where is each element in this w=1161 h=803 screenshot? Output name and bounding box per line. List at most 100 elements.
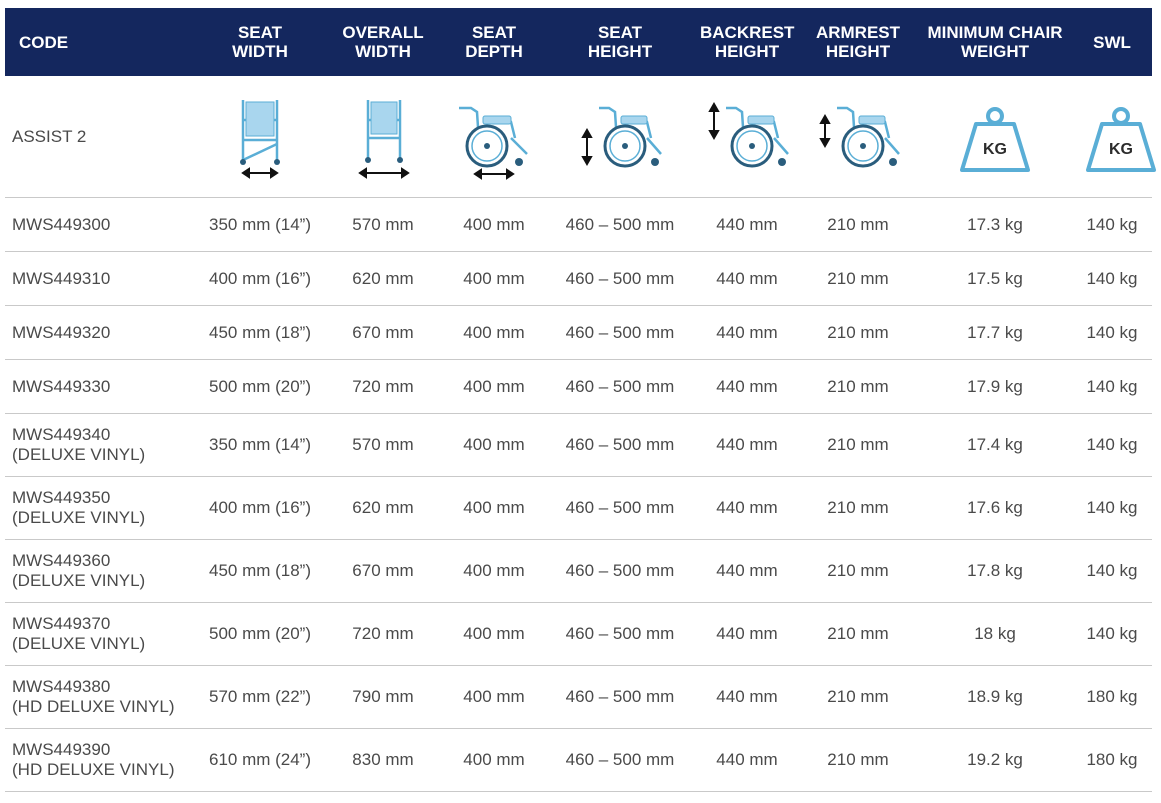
minimum-chair-weight-cell: 17.5 kg [918, 251, 1072, 306]
backrest-height-cell: 440 mm [696, 602, 798, 666]
overall-width-cell: 670 mm [322, 305, 444, 360]
swl-cell: 140 kg [1072, 305, 1152, 360]
backrest-height-cell: 440 mm [696, 197, 798, 252]
seat-width-cell: 610 mm (24”) [198, 728, 322, 792]
product-code: MWS449360 [12, 551, 111, 570]
header-backrest-height: BACKREST HEIGHT [696, 8, 798, 76]
swl-cell: 180 kg [1072, 665, 1152, 729]
seat-height-diagram-icon [575, 92, 665, 182]
kg-label: KG [983, 141, 1007, 158]
kg-label: KG [1109, 141, 1133, 158]
swl-cell: 140 kg [1072, 413, 1152, 477]
product-code-cell: MWS449370 (DELUXE VINYL) [5, 602, 198, 666]
product-code-cell: MWS449340 (DELUXE VINYL) [5, 413, 198, 477]
overall-width-cell: 620 mm [322, 476, 444, 540]
seat-height-cell: 460 – 500 mm [544, 197, 696, 252]
product-code-cell: MWS449320 [5, 305, 198, 360]
swl-cell: 180 kg [1072, 728, 1152, 792]
product-code: MWS449310 [12, 268, 111, 288]
product-code-cell: MWS449310 [5, 251, 198, 306]
table-row: MWS449340 (DELUXE VINYL) 350 mm (14”) 570 m… [5, 413, 1152, 477]
product-code: MWS449320 [12, 322, 111, 342]
armrest-height-diagram-icon [813, 92, 903, 182]
product-code-cell: MWS449390 (HD DELUXE VINYL) [5, 728, 198, 792]
swl-cell: 140 kg [1072, 197, 1152, 252]
minimum-chair-weight-cell: 17.7 kg [918, 305, 1072, 360]
seat-width-cell: 350 mm (14”) [198, 413, 322, 477]
minimum-chair-weight-cell: 17.6 kg [918, 476, 1072, 540]
icon-row: ASSIST 2 [5, 76, 1156, 198]
product-variant: (DELUXE VINYL) [12, 508, 146, 527]
swl-cell: 140 kg [1072, 251, 1152, 306]
armrest-height-cell: 210 mm [798, 602, 918, 666]
product-code-cell: MWS449330 [5, 359, 198, 414]
weight-kg-icon: KG [1076, 92, 1161, 182]
product-variant: (DELUXE VINYL) [12, 571, 146, 590]
minimum-chair-weight-cell: 17.3 kg [918, 197, 1072, 252]
minimum-chair-weight-cell: 17.4 kg [918, 413, 1072, 477]
overall-width-diagram-icon [338, 92, 428, 182]
backrest-height-cell: 440 mm [696, 728, 798, 792]
table-row: MWS449370 (DELUXE VINYL) 500 mm (20”) 720 m… [5, 602, 1152, 666]
backrest-height-cell: 440 mm [696, 359, 798, 414]
armrest-height-cell: 210 mm [798, 359, 918, 414]
product-variant: (HD DELUXE VINYL) [12, 697, 175, 716]
seat-depth-cell: 400 mm [444, 305, 544, 360]
header-minimum-chair-weight: MINIMUM CHAIR WEIGHT [918, 8, 1072, 76]
seat-width-cell: 450 mm (18”) [198, 539, 322, 603]
seat-height-cell: 460 – 500 mm [544, 728, 696, 792]
header-row: CODE SEAT WIDTH OVERALL WIDTH SEAT DEPTH SE… [5, 8, 1152, 76]
overall-width-cell: 670 mm [322, 539, 444, 603]
header-seat-depth: SEAT DEPTH [444, 8, 544, 76]
header-armrest-height: ARMREST HEIGHT [798, 8, 918, 76]
armrest-height-cell: 210 mm [798, 305, 918, 360]
seat-depth-cell: 400 mm [444, 728, 544, 792]
seat-width-cell: 400 mm (16”) [198, 476, 322, 540]
seat-height-cell: 460 – 500 mm [544, 665, 696, 729]
minimum-chair-weight-cell: 17.8 kg [918, 539, 1072, 603]
seat-height-cell: 460 – 500 mm [544, 359, 696, 414]
seat-width-cell: 350 mm (14”) [198, 197, 322, 252]
minimum-chair-weight-cell: 18.9 kg [918, 665, 1072, 729]
armrest-height-cell: 210 mm [798, 476, 918, 540]
armrest-height-cell: 210 mm [798, 197, 918, 252]
swl-cell: 140 kg [1072, 539, 1152, 603]
armrest-height-cell: 210 mm [798, 251, 918, 306]
product-code: MWS449380 [12, 677, 111, 696]
seat-height-cell: 460 – 500 mm [544, 251, 696, 306]
backrest-height-cell: 440 mm [696, 539, 798, 603]
overall-width-cell: 620 mm [322, 251, 444, 306]
product-code: MWS449350 [12, 488, 111, 507]
armrest-height-cell: 210 mm [798, 413, 918, 477]
table-row: MWS449360 (DELUXE VINYL) 450 mm (18”) 670 m… [5, 539, 1152, 603]
seat-width-cell: 450 mm (18”) [198, 305, 322, 360]
minimum-chair-weight-cell: 19.2 kg [918, 728, 1072, 792]
spec-table: CODE SEAT WIDTH OVERALL WIDTH SEAT DEPTH SE… [5, 8, 1156, 792]
product-code: MWS449390 [12, 740, 111, 759]
armrest-height-cell: 210 mm [798, 539, 918, 603]
swl-cell: 140 kg [1072, 359, 1152, 414]
overall-width-cell: 720 mm [322, 602, 444, 666]
product-code-cell: MWS449360 (DELUXE VINYL) [5, 539, 198, 603]
product-code-cell: MWS449350 (DELUXE VINYL) [5, 476, 198, 540]
overall-width-cell: 830 mm [322, 728, 444, 792]
table-row: MWS449320 450 mm (18”) 670 mm 400 mm 460 – 5… [5, 305, 1152, 360]
armrest-height-cell: 210 mm [798, 665, 918, 729]
weight-kg-icon: KG [950, 92, 1040, 182]
product-variant: (DELUXE VINYL) [12, 634, 146, 653]
seat-depth-cell: 400 mm [444, 602, 544, 666]
seat-height-cell: 460 – 500 mm [544, 602, 696, 666]
product-variant: (DELUXE VINYL) [12, 445, 146, 464]
table-row: MWS449390 (HD DELUXE VINYL) 610 mm (24”) 83… [5, 728, 1152, 792]
minimum-chair-weight-cell: 17.9 kg [918, 359, 1072, 414]
product-code: MWS449330 [12, 376, 111, 396]
overall-width-cell: 720 mm [322, 359, 444, 414]
seat-depth-cell: 400 mm [444, 197, 544, 252]
seat-width-diagram-icon [215, 92, 305, 182]
header-overall-width: OVERALL WIDTH [322, 8, 444, 76]
table-row: MWS449350 (DELUXE VINYL) 400 mm (16”) 620 m… [5, 476, 1152, 540]
header-seat-width: SEAT WIDTH [198, 8, 322, 76]
table-row: MWS449310 400 mm (16”) 620 mm 400 mm 460 – 5… [5, 251, 1152, 306]
seat-width-cell: 500 mm (20”) [198, 359, 322, 414]
backrest-height-cell: 440 mm [696, 476, 798, 540]
